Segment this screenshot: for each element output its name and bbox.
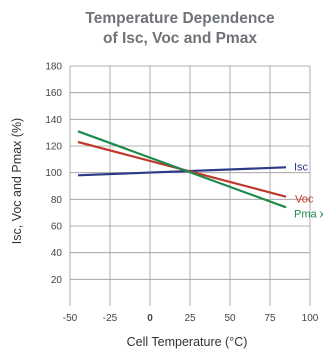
x-tick-label: 0 bbox=[147, 313, 153, 324]
x-tick-label: 25 bbox=[184, 313, 196, 324]
x-axis-ticks: -50 -25 0 25 50 75 100 bbox=[63, 313, 319, 324]
series-label-isc: Isc bbox=[294, 161, 309, 173]
y-tick-label: 120 bbox=[45, 142, 62, 153]
y-tick-label: 100 bbox=[45, 168, 62, 179]
y-tick-label: 40 bbox=[51, 248, 63, 259]
series-line-pmax bbox=[77, 130, 287, 209]
series-lines bbox=[77, 130, 287, 209]
y-tick-label: 80 bbox=[51, 195, 63, 206]
x-tick-label: 50 bbox=[224, 313, 236, 324]
y-tick-label: 140 bbox=[45, 115, 62, 126]
series-label-voc: Voc bbox=[295, 194, 314, 206]
x-tick-label: 75 bbox=[264, 313, 276, 324]
y-tick-label: 20 bbox=[51, 275, 63, 286]
series-line-isc bbox=[77, 166, 287, 177]
chart-title-line-2: of Isc, Voc and Pmax bbox=[103, 30, 257, 47]
chart-title-line-1: Temperature Dependence bbox=[85, 10, 275, 27]
y-tick-label: 180 bbox=[45, 62, 62, 73]
y-tick-label: 160 bbox=[45, 88, 62, 99]
x-tick-label: -25 bbox=[103, 313, 118, 324]
chart-title: Temperature Dependence of Isc, Voc and P… bbox=[85, 10, 275, 47]
x-axis-label: Cell Temperature (°C) bbox=[127, 335, 248, 349]
series-labels: Isc Voc Pma x bbox=[294, 161, 323, 220]
y-axis-label: Isc, Voc and Pmax (%) bbox=[10, 118, 24, 244]
series-label-pmax: Pma x bbox=[294, 208, 323, 220]
y-tick-label: 60 bbox=[51, 222, 63, 233]
x-tick-label: 100 bbox=[302, 313, 319, 324]
grid bbox=[69, 65, 311, 306]
y-axis-ticks: 20 40 60 80 100 120 140 160 180 bbox=[45, 62, 62, 286]
x-tick-label: -50 bbox=[63, 313, 78, 324]
